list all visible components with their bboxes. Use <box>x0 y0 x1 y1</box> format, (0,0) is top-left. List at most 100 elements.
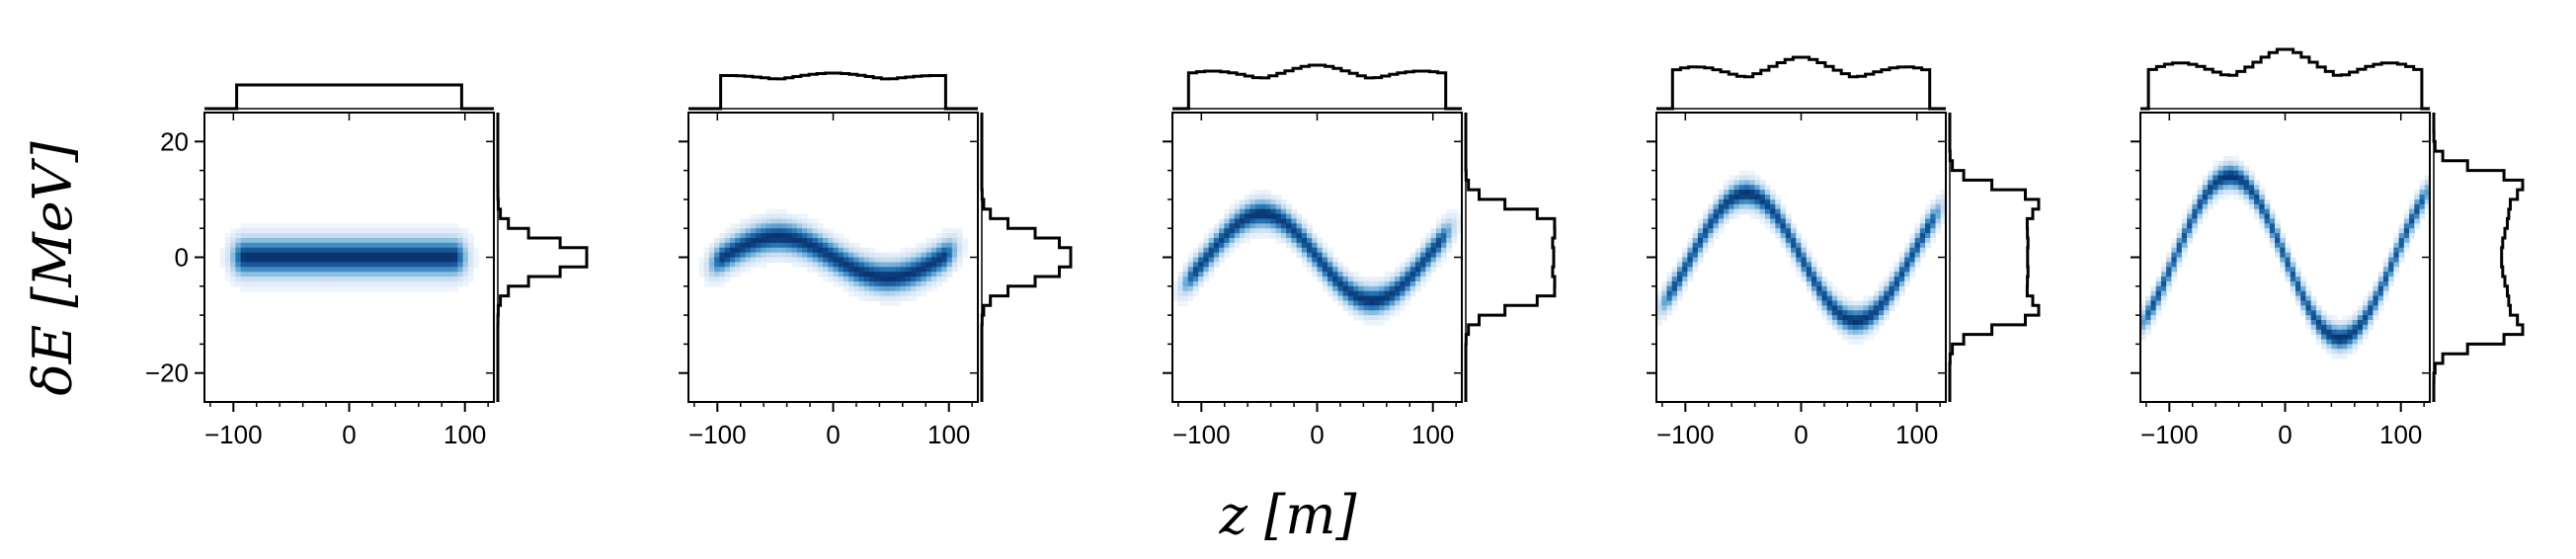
density-cell <box>437 257 443 263</box>
density-cell <box>735 242 741 249</box>
density-cell <box>266 267 273 273</box>
density-cell <box>1301 247 1308 254</box>
density-cell <box>2171 247 2178 254</box>
density-cell <box>853 290 860 297</box>
density-cell <box>1676 290 1683 297</box>
density-cell <box>1245 203 1251 210</box>
density-cell <box>1749 175 1756 181</box>
density-cell <box>786 242 793 249</box>
density-cell <box>2414 208 2421 215</box>
density-cell <box>240 280 247 287</box>
density-cell <box>1291 247 1298 254</box>
density-cell <box>853 252 860 259</box>
density-cell <box>1687 247 1694 254</box>
density-cell <box>1322 272 1328 278</box>
density-cell <box>1368 310 1375 316</box>
density-cell <box>302 233 309 239</box>
density-cell <box>1868 300 1875 306</box>
density-cell <box>1192 267 1199 273</box>
density-cell <box>848 247 855 254</box>
density-cell <box>307 237 314 244</box>
density-cell <box>277 233 283 239</box>
density-cell <box>1368 277 1375 282</box>
density-cell <box>230 277 236 282</box>
density-cell <box>416 280 423 287</box>
density-cell <box>828 262 835 268</box>
density-cell <box>395 237 402 244</box>
density-cell <box>761 228 767 234</box>
density-cell <box>884 267 891 273</box>
density-cell <box>1847 329 1854 336</box>
density-cell <box>2414 223 2421 229</box>
density-cell <box>2373 315 2379 321</box>
density-cell <box>745 237 752 244</box>
density-cell <box>307 285 314 292</box>
density-cell <box>1811 285 1817 292</box>
density-cell <box>1286 242 1292 249</box>
density-cell <box>354 272 361 278</box>
density-cell <box>1409 252 1416 259</box>
density-cell <box>1270 199 1277 205</box>
density-cell <box>286 247 293 254</box>
density-cell <box>884 285 891 292</box>
density-cell <box>1925 208 1931 215</box>
density-cell <box>1806 252 1812 259</box>
density-cell <box>354 257 361 263</box>
density-cell <box>2176 242 2183 249</box>
density-cell <box>750 233 757 239</box>
density-cell <box>286 285 293 292</box>
density-cell <box>2227 170 2234 177</box>
density-cell <box>823 257 829 263</box>
density-cell <box>900 252 907 259</box>
density-cell <box>775 233 782 239</box>
density-cell <box>1208 228 1215 234</box>
density-cell <box>843 247 849 254</box>
density-cell <box>2243 190 2250 196</box>
density-cell <box>1837 319 1843 326</box>
density-cell <box>1785 237 1792 244</box>
density-cell <box>1259 203 1266 210</box>
density-cell <box>2181 247 2188 254</box>
density-cell <box>354 262 361 268</box>
density-cell <box>395 252 402 259</box>
density-cell <box>2382 290 2389 297</box>
density-cell <box>1441 218 1447 224</box>
density-cell <box>256 242 263 249</box>
density-cell <box>1940 199 1947 205</box>
density-cell <box>379 247 386 254</box>
density-cell <box>807 252 814 259</box>
density-cell <box>421 237 428 244</box>
density-cell <box>838 267 845 273</box>
density-cell <box>905 252 912 259</box>
density-cell <box>895 285 902 292</box>
density-cell <box>1363 290 1370 297</box>
density-cell <box>951 242 958 249</box>
density-cell <box>266 262 273 268</box>
density-cell <box>2403 247 2410 254</box>
density-cell <box>2269 233 2276 239</box>
density-cell <box>2217 175 2224 181</box>
density-cell <box>432 277 439 282</box>
density-cell <box>1801 247 1808 254</box>
density-cell <box>437 223 443 229</box>
density-cell <box>2233 160 2240 167</box>
density-cell <box>2222 180 2229 186</box>
density-cell <box>1764 213 1771 220</box>
density-cell <box>2326 319 2333 326</box>
density-cell <box>349 272 356 278</box>
density-cell <box>2202 213 2209 220</box>
density-cell <box>2243 195 2250 200</box>
density-cell <box>2393 257 2400 263</box>
density-cell <box>379 223 386 229</box>
density-cell <box>930 267 937 273</box>
density-cell <box>291 242 298 249</box>
density-cell <box>791 228 798 234</box>
density-cell <box>2171 252 2178 259</box>
density-cell <box>395 242 402 249</box>
density-cell <box>2187 223 2193 229</box>
density-cell <box>1852 324 1859 331</box>
density-cell <box>900 277 907 282</box>
density-cell <box>2357 334 2364 341</box>
density-cell <box>1234 203 1241 210</box>
density-cell <box>1389 295 1396 302</box>
